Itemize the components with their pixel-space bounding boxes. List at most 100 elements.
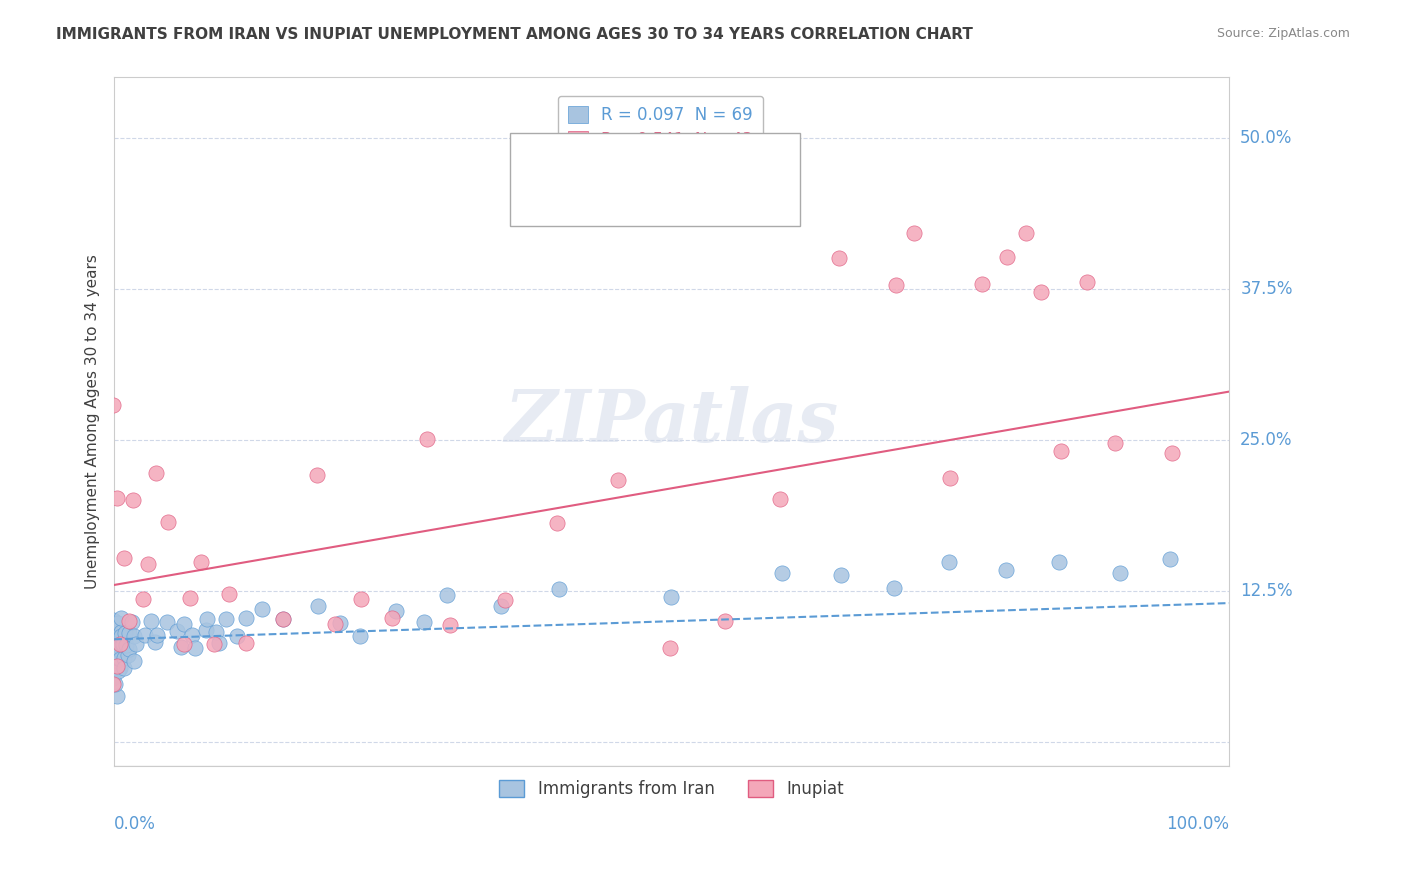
- Point: [143, 635, 166, 649]
- Point: [659, 640, 682, 655]
- Point: [271, 612, 294, 626]
- Point: [1161, 446, 1184, 460]
- Point: [183, 640, 205, 655]
- Point: [769, 491, 792, 506]
- Point: [329, 615, 352, 630]
- Point: [828, 251, 851, 265]
- Point: [134, 627, 156, 641]
- Point: [938, 555, 960, 569]
- Point: [995, 563, 1018, 577]
- Point: [114, 660, 136, 674]
- Point: [117, 648, 139, 663]
- Point: [105, 659, 128, 673]
- Text: 0.0%: 0.0%: [114, 814, 156, 832]
- Point: [112, 650, 135, 665]
- Point: [110, 629, 132, 643]
- Text: 50.0%: 50.0%: [1240, 128, 1292, 147]
- Point: [108, 637, 131, 651]
- Point: [350, 592, 373, 607]
- Text: ZIPatlas: ZIPatlas: [505, 386, 839, 458]
- Point: [190, 555, 212, 569]
- Text: 25.0%: 25.0%: [1240, 431, 1292, 449]
- Point: [439, 617, 461, 632]
- Point: [110, 637, 132, 651]
- Point: [770, 566, 793, 581]
- Point: [111, 648, 134, 662]
- Point: [111, 637, 134, 651]
- Point: [436, 588, 458, 602]
- Point: [125, 637, 148, 651]
- Point: [1159, 552, 1181, 566]
- Point: [252, 602, 274, 616]
- Point: [970, 277, 993, 292]
- Point: [884, 277, 907, 292]
- Point: [307, 599, 329, 614]
- Point: [195, 612, 218, 626]
- Y-axis label: Unemployment Among Ages 30 to 34 years: Unemployment Among Ages 30 to 34 years: [86, 254, 100, 590]
- Point: [145, 467, 167, 481]
- Point: [105, 491, 128, 505]
- Point: [235, 635, 257, 649]
- Point: [215, 612, 238, 626]
- Point: [204, 625, 226, 640]
- Point: [118, 614, 141, 628]
- Point: [325, 617, 347, 632]
- Point: [107, 641, 129, 656]
- Point: [416, 432, 439, 446]
- Point: [1029, 285, 1052, 300]
- Point: [103, 671, 125, 685]
- Point: [118, 641, 141, 656]
- Point: [114, 625, 136, 640]
- Point: [104, 654, 127, 668]
- Point: [104, 677, 127, 691]
- Point: [107, 664, 129, 678]
- Text: 12.5%: 12.5%: [1240, 582, 1294, 600]
- Point: [103, 613, 125, 627]
- Point: [714, 614, 737, 628]
- Point: [179, 591, 201, 606]
- Point: [659, 590, 682, 604]
- Point: [607, 473, 630, 487]
- Point: [173, 637, 195, 651]
- Point: [235, 611, 257, 625]
- Point: [156, 615, 179, 629]
- Point: [204, 637, 226, 651]
- Point: [122, 493, 145, 508]
- Point: [101, 399, 124, 413]
- Point: [110, 611, 132, 625]
- Point: [108, 660, 131, 674]
- Point: [121, 615, 143, 629]
- Point: [218, 587, 240, 601]
- Point: [103, 624, 125, 639]
- Point: [108, 640, 131, 654]
- Text: IMMIGRANTS FROM IRAN VS INUPIAT UNEMPLOYMENT AMONG AGES 30 TO 34 YEARS CORRELATI: IMMIGRANTS FROM IRAN VS INUPIAT UNEMPLOY…: [56, 27, 973, 42]
- Point: [122, 629, 145, 643]
- Point: [181, 628, 204, 642]
- Point: [170, 640, 193, 655]
- Point: [107, 615, 129, 630]
- Point: [995, 250, 1018, 264]
- Point: [118, 626, 141, 640]
- Point: [103, 636, 125, 650]
- Point: [546, 516, 568, 531]
- Point: [132, 591, 155, 606]
- Legend: Immigrants from Iran, Inupiat: Immigrants from Iran, Inupiat: [491, 772, 852, 806]
- Text: Source: ZipAtlas.com: Source: ZipAtlas.com: [1216, 27, 1350, 40]
- Point: [939, 471, 962, 485]
- Point: [173, 617, 195, 632]
- Point: [110, 624, 132, 639]
- Point: [305, 468, 328, 483]
- Point: [195, 623, 218, 637]
- FancyBboxPatch shape: [510, 133, 800, 226]
- Point: [146, 628, 169, 642]
- Point: [105, 660, 128, 674]
- Point: [548, 582, 571, 596]
- Point: [226, 629, 249, 643]
- Point: [384, 604, 406, 618]
- Point: [1108, 566, 1130, 580]
- Point: [157, 515, 180, 529]
- Point: [166, 624, 188, 639]
- Point: [139, 614, 162, 628]
- Point: [112, 551, 135, 566]
- Point: [136, 557, 159, 571]
